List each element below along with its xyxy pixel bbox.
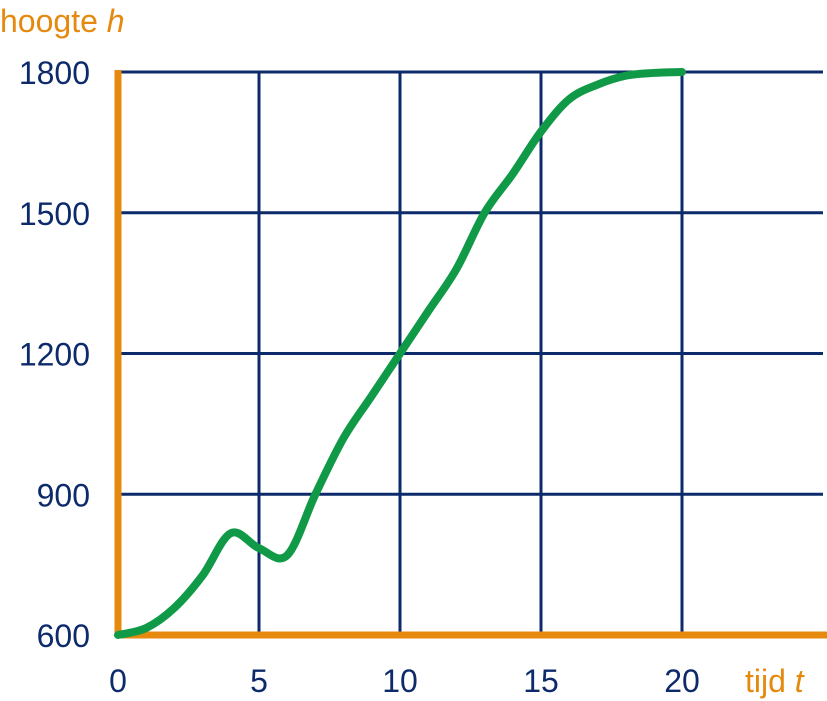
y-axis-label-text: hoogte bbox=[0, 3, 98, 39]
x-axis-label: tijd t bbox=[745, 663, 805, 699]
y-axis-label-variable: h bbox=[107, 3, 125, 39]
y-tick-label: 1500 bbox=[19, 196, 90, 232]
y-tick-label: 600 bbox=[37, 618, 90, 654]
y-tick-label: 900 bbox=[37, 477, 90, 513]
series bbox=[114, 68, 686, 639]
x-tick-label: 20 bbox=[664, 663, 700, 699]
series-line bbox=[114, 68, 686, 639]
x-tick-label: 15 bbox=[523, 663, 559, 699]
x-tick-label: 0 bbox=[109, 663, 127, 699]
x-axis-label-text: tijd bbox=[745, 663, 786, 699]
x-tick-label: 5 bbox=[250, 663, 268, 699]
y-axis-label: hoogte h bbox=[0, 3, 125, 39]
y-tick-label: 1800 bbox=[19, 55, 90, 91]
tick-labels: 0 5 10 15 20 600 900 1200 1500 1800 bbox=[19, 55, 700, 699]
y-tick-label: 1200 bbox=[19, 337, 90, 373]
axes bbox=[114, 70, 827, 639]
x-axis-label-variable: t bbox=[795, 663, 805, 699]
x-tick-label: 10 bbox=[382, 663, 418, 699]
grid bbox=[118, 70, 823, 635]
